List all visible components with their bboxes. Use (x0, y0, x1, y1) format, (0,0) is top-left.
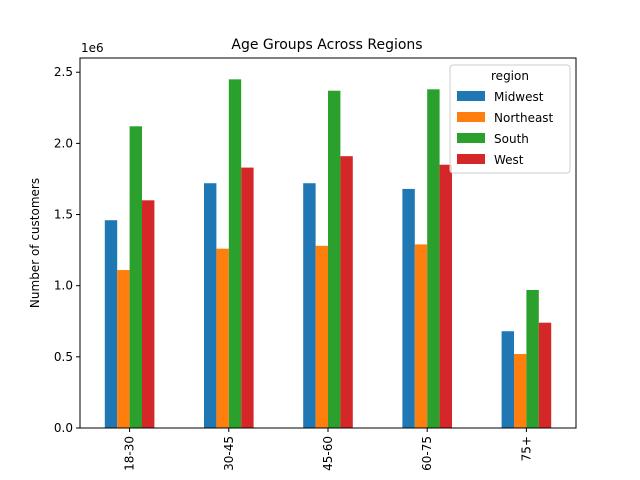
legend-title: region (491, 69, 529, 83)
y-tick-label: 0.5 (54, 350, 73, 364)
bar-midwest-45-60 (303, 183, 316, 428)
bar-midwest-60-75 (402, 188, 415, 428)
bar-northeast-18-30 (117, 270, 130, 428)
bar-west-60-75 (439, 164, 452, 429)
y-tick-label: 1.0 (54, 279, 73, 293)
bar-west-30-45 (241, 167, 254, 428)
legend-swatch-midwest (457, 91, 485, 101)
legend: region Midwest Northeast South West (449, 64, 571, 174)
bar-northeast-45-60 (315, 245, 328, 428)
y-tick-label: 1.5 (54, 208, 73, 222)
y-offset-label: 1e6 (81, 41, 104, 55)
legend-label-west: West (494, 153, 524, 167)
legend-items: Midwest Northeast South West (457, 90, 554, 167)
legend-swatch-northeast (457, 112, 485, 122)
bar-west-18-30 (142, 200, 155, 428)
plot-frame (79, 57, 577, 429)
legend-label-northeast: Northeast (494, 111, 554, 125)
bar-northeast-60-75 (414, 244, 428, 428)
bar-south-30-45 (228, 79, 242, 428)
x-tick-label: 18-30 (123, 436, 137, 471)
legend-label-south: South (494, 132, 529, 146)
chart-title: Age Groups Across Regions (231, 37, 422, 53)
bar-midwest-75+ (501, 331, 514, 428)
y-tick-label: 2.5 (54, 65, 73, 79)
x-tick-label: 30-45 (222, 436, 236, 471)
y-tick-label: 0.0 (54, 421, 73, 435)
bar-midwest-18-30 (104, 220, 118, 428)
bar-midwest-30-45 (204, 183, 217, 428)
y-axis-ticks: 0.0 0.5 1.0 1.5 2.0 2.5 (54, 65, 80, 435)
bar-northeast-30-45 (216, 248, 229, 428)
bar-northeast-75+ (514, 354, 527, 428)
bar-west-75+ (538, 322, 552, 428)
y-axis-label: Number of customers (28, 178, 42, 308)
bar-west-45-60 (340, 156, 353, 428)
bar-south-60-75 (427, 89, 440, 428)
x-tick-label: 45-60 (321, 436, 335, 471)
x-tick-label: 75+ (519, 436, 533, 461)
x-axis-ticks: 18-30 30-45 45-60 60-75 75+ (123, 428, 533, 471)
x-tick-label: 60-75 (420, 436, 434, 471)
legend-label-midwest: Midwest (494, 90, 544, 104)
bar-south-75+ (526, 289, 539, 428)
legend-swatch-west (457, 154, 485, 164)
y-tick-label: 2.0 (54, 136, 73, 150)
bar-south-18-30 (129, 126, 142, 428)
bar-south-45-60 (328, 90, 341, 428)
legend-swatch-south (457, 133, 485, 143)
bars-group (104, 79, 552, 429)
